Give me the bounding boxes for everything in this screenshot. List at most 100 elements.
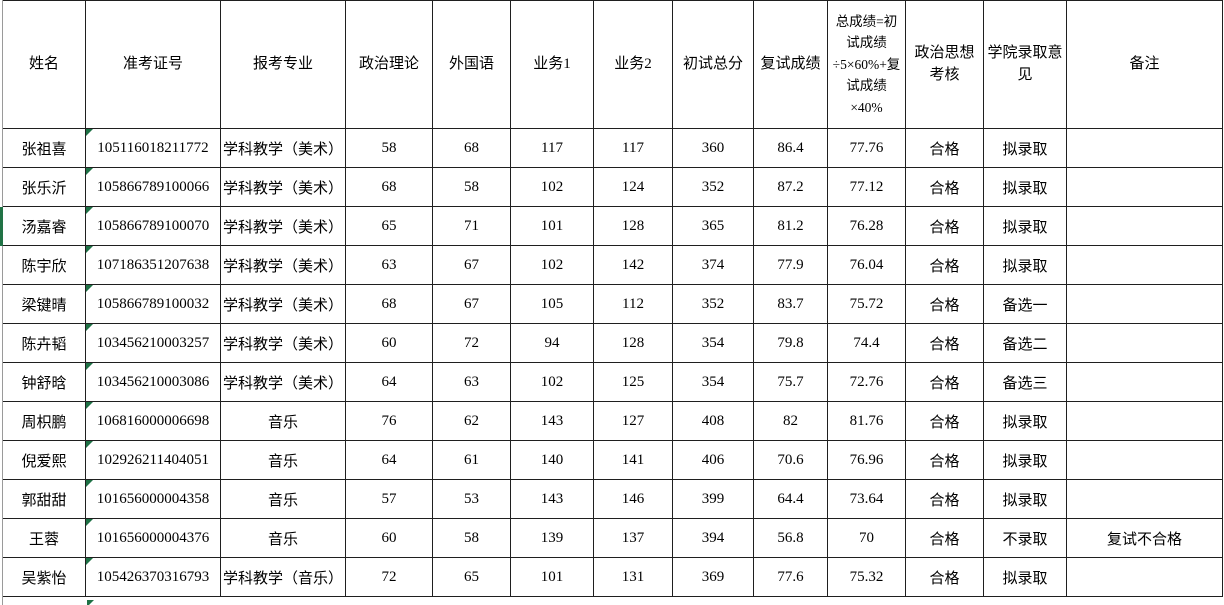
cell-admission-decision[interactable]: 拟录取	[983, 245, 1067, 285]
column-header[interactable]: 复试成绩	[753, 0, 828, 129]
cell[interactable]: 58	[432, 518, 511, 558]
cell[interactable]: 60	[345, 323, 433, 363]
cell[interactable]: 71	[432, 206, 511, 246]
cell[interactable]: 学科教学（美术）	[220, 206, 346, 246]
column-header[interactable]: 初试总分	[672, 0, 754, 129]
cell[interactable]: 64.4	[753, 479, 828, 519]
cell[interactable]: 学科教学（美术）	[220, 323, 346, 363]
cell[interactable]: 合格	[905, 362, 984, 402]
column-header[interactable]: 备注	[1066, 0, 1223, 129]
cell[interactable]	[1066, 362, 1223, 402]
cell[interactable]: 合格	[905, 557, 984, 597]
cell-name[interactable]: 王蓉	[2, 518, 86, 558]
cell-exam-id[interactable]: 101656000004376	[85, 518, 221, 558]
cell[interactable]: 68	[432, 128, 511, 168]
cell-name[interactable]: 吴紫怡	[2, 557, 86, 597]
cell[interactable]: 67	[432, 245, 511, 285]
cell[interactable]: 64	[345, 440, 433, 480]
cell[interactable]: 77.12	[827, 167, 906, 207]
cell[interactable]: 72	[432, 323, 511, 363]
cell-exam-id[interactable]: 106816000006698	[85, 401, 221, 441]
cell[interactable]: 合格	[905, 401, 984, 441]
column-header[interactable]: 报考专业	[220, 0, 346, 129]
cell[interactable]: 学科教学（美术）	[220, 167, 346, 207]
cell[interactable]: 140	[510, 440, 594, 480]
cell[interactable]: 学科教学（音乐）	[220, 557, 346, 597]
cell[interactable]	[1066, 440, 1223, 480]
cell[interactable]: 143	[510, 401, 594, 441]
cell[interactable]: 57	[345, 479, 433, 519]
cell-exam-id[interactable]: 102926211404051	[85, 440, 221, 480]
cell[interactable]: 125	[593, 362, 673, 402]
cell[interactable]: 142	[593, 245, 673, 285]
cell[interactable]: 137	[593, 518, 673, 558]
cell[interactable]: 102	[510, 245, 594, 285]
cell[interactable]: 76.04	[827, 245, 906, 285]
cell[interactable]: 101	[510, 557, 594, 597]
cell[interactable]: 74.4	[827, 323, 906, 363]
column-header[interactable]: 姓名	[2, 0, 86, 129]
cell[interactable]: 124	[593, 167, 673, 207]
column-header[interactable]: 学院录取意见	[983, 0, 1067, 129]
cell[interactable]: 音乐	[220, 401, 346, 441]
cell-admission-decision[interactable]: 不录取	[983, 518, 1067, 558]
column-header[interactable]: 业务2	[593, 0, 673, 129]
column-header[interactable]: 政治思想考核	[905, 0, 984, 129]
cell[interactable]: 86.4	[753, 128, 828, 168]
cell[interactable]: 58	[345, 128, 433, 168]
cell[interactable]: 53	[432, 479, 511, 519]
cell[interactable]: 102	[510, 362, 594, 402]
cell[interactable]: 67	[432, 284, 511, 324]
cell[interactable]: 62	[432, 401, 511, 441]
cell[interactable]: 127	[593, 401, 673, 441]
cell[interactable]: 352	[672, 167, 754, 207]
cell[interactable]: 学科教学（美术）	[220, 128, 346, 168]
cell-name[interactable]: 陈宇欣	[2, 245, 86, 285]
cell[interactable]: 合格	[905, 479, 984, 519]
cell-exam-id[interactable]: 101656000004358	[85, 479, 221, 519]
cell[interactable]	[1066, 479, 1223, 519]
cell-name[interactable]: 周枳鹏	[2, 401, 86, 441]
cell[interactable]: 61	[432, 440, 511, 480]
cell[interactable]: 64	[345, 362, 433, 402]
cell[interactable]: 合格	[905, 284, 984, 324]
column-header[interactable]: 准考证号	[85, 0, 221, 129]
cell[interactable]: 合格	[905, 440, 984, 480]
cell[interactable]: 73.64	[827, 479, 906, 519]
cell[interactable]: 139	[510, 518, 594, 558]
cell[interactable]: 102	[510, 167, 594, 207]
cell[interactable]: 76.28	[827, 206, 906, 246]
cell[interactable]: 60	[345, 518, 433, 558]
cell[interactable]: 128	[593, 323, 673, 363]
cell[interactable]: 76	[345, 401, 433, 441]
cell-admission-decision[interactable]: 备选三	[983, 362, 1067, 402]
cell[interactable]: 352	[672, 284, 754, 324]
cell[interactable]: 学科教学（美术）	[220, 245, 346, 285]
cell[interactable]	[1066, 284, 1223, 324]
cell[interactable]: 408	[672, 401, 754, 441]
cell[interactable]: 141	[593, 440, 673, 480]
cell[interactable]: 65	[432, 557, 511, 597]
cell[interactable]: 131	[593, 557, 673, 597]
cell[interactable]: 374	[672, 245, 754, 285]
cell[interactable]	[1066, 128, 1223, 168]
cell-exam-id[interactable]: 103456210003257	[85, 323, 221, 363]
cell[interactable]: 68	[345, 167, 433, 207]
cell[interactable]: 354	[672, 362, 754, 402]
cell[interactable]: 合格	[905, 245, 984, 285]
cell-exam-id[interactable]: 103456210003086	[85, 362, 221, 402]
cell[interactable]: 81.2	[753, 206, 828, 246]
cell[interactable]: 143	[510, 479, 594, 519]
cell[interactable]: 128	[593, 206, 673, 246]
cell[interactable]: 63	[345, 245, 433, 285]
cell[interactable]: 83.7	[753, 284, 828, 324]
cell[interactable]: 360	[672, 128, 754, 168]
cell-exam-id[interactable]: 105426370316793	[85, 557, 221, 597]
cell-admission-decision[interactable]: 拟录取	[983, 479, 1067, 519]
cell[interactable]: 75.72	[827, 284, 906, 324]
cell[interactable]: 81.76	[827, 401, 906, 441]
cell-name[interactable]: 郭甜甜	[2, 479, 86, 519]
cell[interactable]: 合格	[905, 518, 984, 558]
cell[interactable]: 学科教学（美术）	[220, 284, 346, 324]
cell[interactable]: 合格	[905, 128, 984, 168]
